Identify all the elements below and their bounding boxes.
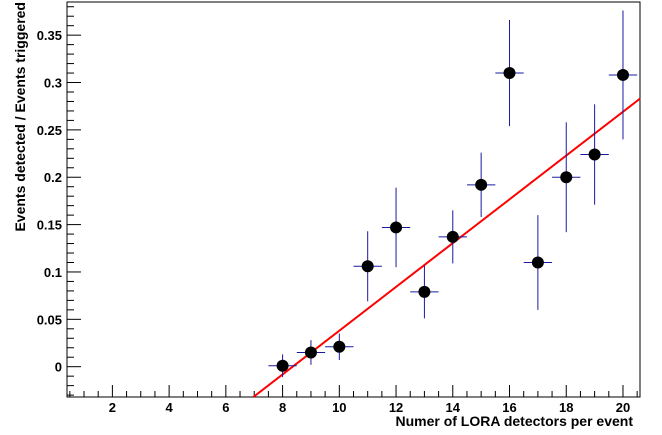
data-point bbox=[531, 256, 544, 269]
x-tick-label: 10 bbox=[332, 400, 346, 415]
data-point bbox=[560, 171, 573, 184]
y-tick-label: 0.05 bbox=[37, 312, 62, 327]
data-point bbox=[588, 148, 601, 161]
x-tick-label: 2 bbox=[109, 400, 116, 415]
fit-line bbox=[252, 97, 641, 398]
plot-border bbox=[66, 1, 641, 398]
data-point bbox=[361, 260, 374, 273]
x-tick-label: 16 bbox=[502, 400, 516, 415]
y-tick-label: 0 bbox=[55, 360, 62, 375]
x-tick-label: 8 bbox=[279, 400, 286, 415]
data-points bbox=[276, 67, 629, 372]
y-tick-label: 0.25 bbox=[37, 123, 62, 138]
data-point bbox=[503, 67, 516, 80]
data-point bbox=[390, 221, 403, 234]
x-tick-label: 6 bbox=[222, 400, 229, 415]
x-tick-label: 4 bbox=[166, 400, 174, 415]
tick-labels: 2 4 6 8 10 12 14 16 18 20 0 0.05 0.1 0.15 0.2 0.25 0.3 0.… bbox=[37, 28, 631, 415]
data-point bbox=[333, 340, 346, 353]
y-tick-label: 0.1 bbox=[44, 265, 62, 280]
data-point bbox=[304, 346, 317, 359]
axis-ticks bbox=[67, 6, 638, 397]
x-axis-title: Numer of LORA detectors per event bbox=[395, 413, 633, 429]
x-tick-label: 12 bbox=[389, 400, 403, 415]
x-tick-label: 18 bbox=[559, 400, 573, 415]
data-point bbox=[475, 178, 488, 191]
x-tick-label: 14 bbox=[446, 400, 461, 415]
y-axis-title: Events detected / Events triggered bbox=[12, 2, 28, 232]
data-point bbox=[616, 68, 629, 81]
y-tick-label: 0.35 bbox=[37, 28, 62, 43]
plot-frame bbox=[66, 1, 641, 398]
data-point bbox=[276, 359, 289, 372]
y-tick-label: 0.15 bbox=[37, 218, 62, 233]
y-tick-label: 0.2 bbox=[44, 170, 62, 185]
data-point bbox=[418, 285, 431, 298]
error-bars bbox=[268, 10, 638, 378]
x-tick-label: 20 bbox=[616, 400, 630, 415]
fit-line-group bbox=[252, 97, 641, 398]
data-point bbox=[446, 230, 459, 243]
y-tick-label: 0.3 bbox=[44, 76, 62, 91]
